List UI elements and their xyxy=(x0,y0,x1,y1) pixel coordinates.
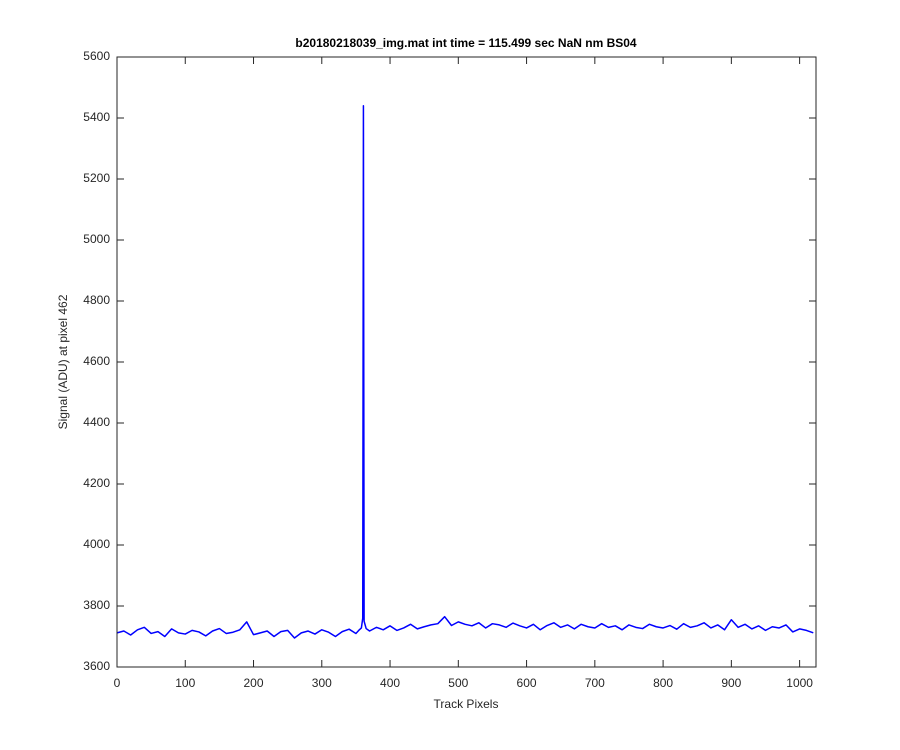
y-tick-label: 5000 xyxy=(83,232,110,246)
y-tick-label: 4800 xyxy=(83,293,110,307)
y-tick-label: 4400 xyxy=(83,415,110,429)
x-tick-label: 900 xyxy=(721,676,741,690)
x-tick-label: 400 xyxy=(380,676,400,690)
y-tick-label: 4200 xyxy=(83,476,110,490)
x-tick-label: 300 xyxy=(312,676,332,690)
y-tick-label: 3800 xyxy=(83,598,110,612)
x-tick-label: 0 xyxy=(114,676,121,690)
y-axis-label: Signal (ADU) at pixel 462 xyxy=(56,294,70,429)
axes-box xyxy=(116,56,817,668)
y-tick-label: 4000 xyxy=(83,537,110,551)
x-tick-label: 600 xyxy=(517,676,537,690)
chart-title: b20180218039_img.mat int time = 115.499 … xyxy=(295,36,637,50)
x-tick-label: 1000 xyxy=(786,676,813,690)
x-tick-label: 100 xyxy=(175,676,195,690)
y-tick-label: 5200 xyxy=(83,171,110,185)
x-tick-label: 200 xyxy=(244,676,264,690)
y-tick-label: 4600 xyxy=(83,354,110,368)
x-axis-label: Track Pixels xyxy=(434,697,499,711)
x-tick-label: 800 xyxy=(653,676,673,690)
x-tick-label: 700 xyxy=(585,676,605,690)
data-line xyxy=(116,105,814,639)
y-tick-label: 5600 xyxy=(83,49,110,63)
x-tick-label: 500 xyxy=(448,676,468,690)
y-tick-label: 3600 xyxy=(83,659,110,673)
y-tick-label: 5400 xyxy=(83,110,110,124)
